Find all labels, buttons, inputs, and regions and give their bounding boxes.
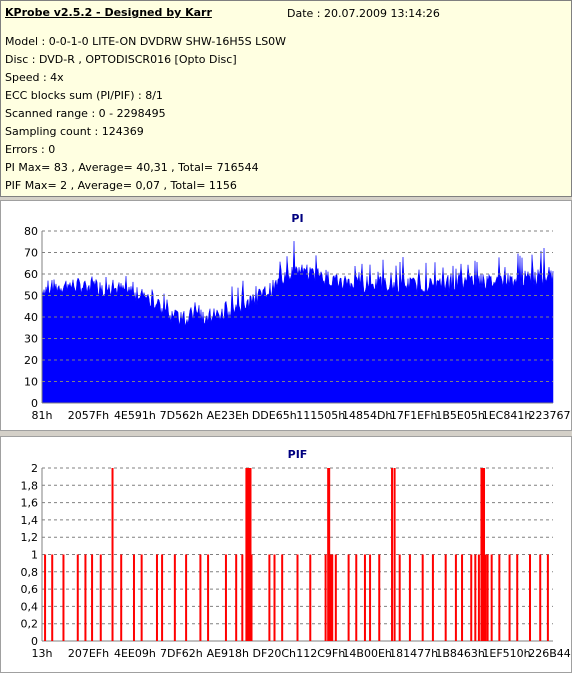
pif-ytick-label: 0,4	[21, 600, 39, 613]
pi-ytick-label: 10	[24, 376, 38, 389]
pif-xtick-label: 226B44h	[528, 647, 571, 660]
pif-xtick-label: 112C9Fh	[296, 647, 345, 660]
pi-xtick-label: 17F1EFh	[390, 409, 438, 422]
pif-xtick-label: 4EE09h	[114, 647, 156, 660]
pi-ytick-label: 80	[24, 225, 38, 238]
pif-ytick-label: 0	[31, 635, 38, 648]
pi-ytick-label: 40	[24, 311, 38, 324]
pi-xtick-label: DDE65h	[252, 409, 297, 422]
pif-xtick-label: DF20Ch	[253, 647, 296, 660]
pi-ytick-label: 30	[24, 333, 38, 346]
pif-chart: PIF 0 0,2 0,4 0,6 0,8 1 1,2 1,4 1,6 1,8 2 13h 207EFh 4…	[21, 448, 572, 660]
pif-ytick-label: 0,6	[21, 583, 39, 596]
pif-ytick-label: 1	[31, 549, 38, 562]
info-pi-stats: PI Max= 83 , Average= 40,31 , Total= 716…	[5, 161, 259, 174]
pif-xtick-label: 13h	[32, 647, 53, 660]
pi-xtick-label: 4E591h	[114, 409, 156, 422]
pif-xtick-label: 1EF510h	[482, 647, 530, 660]
scan-date: Date : 20.07.2009 13:14:26	[287, 7, 440, 20]
pi-xtick-label: AE23Eh	[207, 409, 249, 422]
pif-xtick-label: AE918h	[207, 647, 249, 660]
pi-xtick-label: 223767h	[529, 409, 571, 422]
pi-area	[41, 241, 554, 404]
info-disc: Disc : DVD-R , OPTODISCR016 [Opto Disc]	[5, 53, 237, 66]
pi-xtick-label: 1B5E05h	[435, 409, 484, 422]
info-errors: Errors : 0	[5, 143, 56, 156]
pi-ytick-label: 0	[31, 397, 38, 410]
pi-chart: PI 0 10 20 30 40 50 60 70 80 81h 2057Fh 4E591h 7D562h…	[24, 212, 571, 422]
info-scanned-range: Scanned range : 0 - 2298495	[5, 107, 166, 120]
pi-xtick-label: 81h	[32, 409, 53, 422]
pi-xtick-label: 2057Fh	[68, 409, 109, 422]
pi-chart-panel: PI 0 10 20 30 40 50 60 70 80 81h 2057Fh 4E591h 7D562h…	[0, 200, 572, 431]
app-title: KProbe v2.5.2 - Designed by Karr	[5, 6, 212, 19]
pif-ytick-label: 0,2	[21, 618, 39, 631]
pif-ytick-label: 1,6	[21, 497, 39, 510]
pif-xtick-label: 7DF62h	[160, 647, 203, 660]
info-ecc-sum: ECC blocks sum (PI/PIF) : 8/1	[5, 89, 163, 102]
pif-ytick-label: 2	[31, 462, 38, 475]
pi-xtick-label: 111505h	[296, 409, 345, 422]
pi-xtick-label: 7D562h	[160, 409, 203, 422]
pif-ytick-label: 0,8	[21, 566, 39, 579]
pif-ytick-label: 1,4	[21, 514, 39, 527]
info-lines: Model : 0-0-1-0 LITE-ON DVDRW SHW-16H5S …	[5, 35, 286, 197]
pi-title: PI	[291, 212, 303, 225]
pi-xtick-label: 14854Dh	[342, 409, 392, 422]
pif-xtick-label: 14B00Eh	[342, 647, 391, 660]
pif-xtick-label: 207EFh	[68, 647, 109, 660]
pi-ytick-label: 60	[24, 268, 38, 281]
info-sampling-count: Sampling count : 124369	[5, 125, 144, 138]
pif-ytick-label: 1,8	[21, 479, 39, 492]
pi-ytick-label: 50	[24, 290, 38, 303]
pif-ytick-label: 1,2	[21, 531, 39, 544]
pi-xtick-label: 1EC841h	[482, 409, 532, 422]
pif-xtick-label: 1B8463h	[435, 647, 485, 660]
pif-xtick-label: 181477h	[389, 647, 438, 660]
pif-title: PIF	[288, 448, 308, 461]
info-model: Model : 0-0-1-0 LITE-ON DVDRW SHW-16H5S …	[5, 35, 287, 48]
pi-ytick-label: 20	[24, 354, 38, 367]
pif-chart-panel: PIF 0 0,2 0,4 0,6 0,8 1 1,2 1,4 1,6 1,8 2 13h 207EFh 4…	[0, 436, 572, 673]
info-panel: KProbe v2.5.2 - Designed by Karr Date : …	[0, 0, 572, 197]
info-pif-stats: PIF Max= 2 , Average= 0,07 , Total= 1156	[5, 179, 237, 192]
info-speed: Speed : 4x	[5, 71, 64, 84]
pi-ytick-label: 70	[24, 247, 38, 260]
